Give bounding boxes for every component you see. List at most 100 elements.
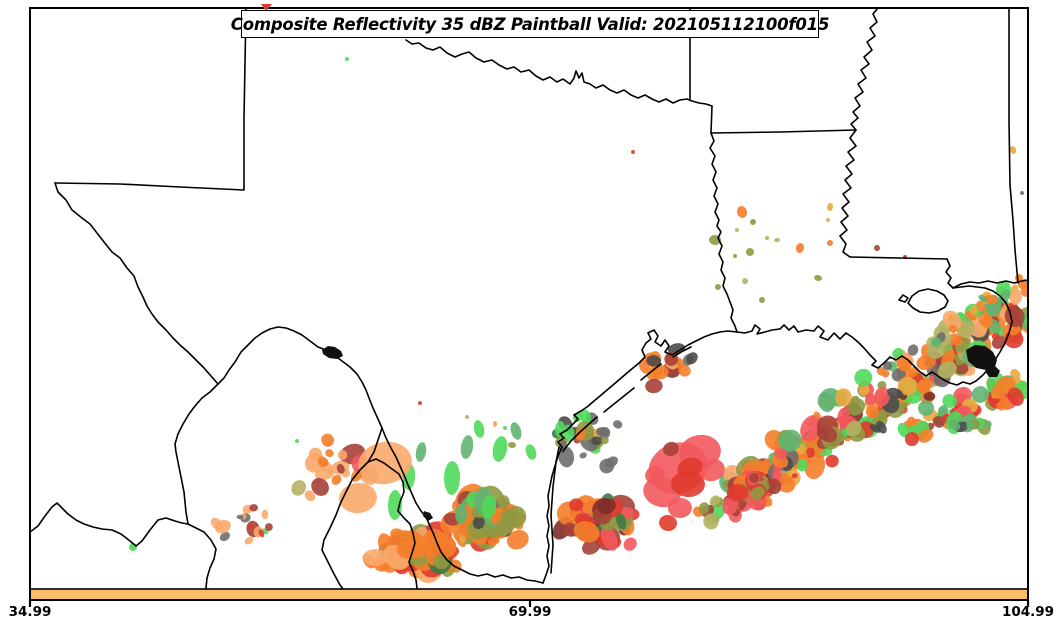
paintball-blob (698, 502, 710, 515)
paintball-blob (645, 465, 665, 485)
paintball-blob (733, 254, 737, 258)
paintball-blob (505, 506, 527, 528)
paintball-blob (487, 536, 500, 546)
paintball-blob (597, 498, 616, 515)
paintball-blob (897, 376, 918, 396)
red-river-texas-oklahoma (405, 39, 713, 107)
paintball-blob (865, 405, 879, 419)
paintball-blob (339, 482, 377, 514)
paintball-blob (460, 435, 474, 459)
paintball-blob (887, 387, 903, 399)
paintball-blob (735, 228, 739, 232)
paintball-blob (916, 354, 936, 371)
paintball-blob (686, 352, 698, 365)
paintball-blob (948, 324, 958, 334)
paintball-blob (825, 454, 839, 468)
paintball-blob (709, 495, 721, 507)
paintball-blob (826, 203, 834, 211)
paintball-blob (766, 478, 782, 495)
paintball-blob (846, 398, 866, 416)
paintball-blob (591, 436, 603, 446)
paintball-blob (331, 474, 342, 485)
paintball-blob (826, 218, 830, 222)
paintball-blob (304, 490, 316, 502)
paintball-blob (646, 355, 662, 367)
paintball-blob (722, 496, 739, 515)
paintball-blob (261, 509, 269, 520)
matagorda-peninsula (603, 387, 635, 413)
paintball-blob (623, 537, 637, 551)
border-arkansas-louisiana (710, 129, 857, 134)
paintball-blob (746, 248, 754, 256)
paintball-blob (1000, 289, 1012, 301)
paintball-blob (506, 529, 529, 550)
paintball-blob (750, 486, 765, 500)
paintball-blob (909, 366, 918, 378)
paintball-blob (948, 333, 963, 346)
paintball-blob (668, 497, 692, 519)
border-new-mexico-texas (54, 8, 247, 191)
paintball-blob (814, 274, 822, 282)
x-tick-label: 69.99 (508, 604, 552, 620)
paintball-blob (897, 422, 910, 438)
paintball-blob (336, 463, 345, 474)
x-tick-label: 104.99 (1001, 604, 1055, 620)
mexico-state-border-nuevo-leon-west (321, 427, 383, 590)
border-louisiana-mississippi (849, 256, 948, 260)
lake-pontchartrain-outline (907, 288, 949, 314)
mississippi-river (839, 8, 879, 258)
paintball-blob (575, 427, 587, 441)
paintball-blob (569, 498, 584, 512)
paintball-blob (971, 386, 989, 403)
paintball-blob (900, 402, 909, 409)
paintball-blob (759, 297, 765, 303)
paintball-blob (991, 384, 1007, 400)
paintball-blob (595, 427, 610, 437)
paintball-blob (492, 436, 508, 462)
paintball-blob (396, 540, 418, 559)
border-mississippi-alabama (1008, 8, 1019, 284)
paintball-blob (659, 514, 677, 532)
paintball-blob (472, 516, 485, 530)
paintball-blob (837, 407, 850, 424)
paintball-blob (765, 236, 769, 240)
paintball-blob (415, 442, 427, 462)
paintball-blob (362, 549, 389, 566)
paintball-blob (715, 284, 721, 290)
paintball-blob (579, 452, 587, 459)
paintball-blob (904, 432, 919, 447)
paintball-blob (325, 449, 334, 458)
paintball-blob (337, 450, 348, 461)
paintball-blob (295, 439, 299, 443)
paintball-blob (563, 424, 575, 443)
paintball-blob (874, 245, 880, 251)
paintball-blob (508, 441, 516, 449)
paintball-blob (580, 409, 592, 424)
paintball-blob (797, 458, 808, 472)
plot-frame (29, 7, 1029, 601)
paintball-blob (966, 421, 975, 430)
title-box: Composite Reflectivity 35 dBZ Paintball … (231, 10, 829, 38)
paintball-blob (1020, 191, 1024, 195)
paintball-blob (942, 394, 958, 408)
paintball-blob-layer (129, 29, 1028, 583)
paintball-blob (749, 472, 760, 484)
paintball-blob (865, 393, 877, 406)
paintball-blob (418, 401, 422, 405)
mississippi-delta-shape (966, 345, 997, 370)
x-axis-tickmarks (28, 600, 1030, 607)
paintball-blob (321, 433, 334, 447)
mississippi-delta-shape-2 (985, 366, 1000, 377)
lake-maurepas-outline (898, 294, 909, 303)
mexico-state-border-west (30, 502, 189, 547)
gulf-coastline (542, 279, 1028, 584)
paintball-blob (1009, 146, 1017, 154)
paintball-blob (937, 361, 957, 379)
paintball-blob (678, 364, 691, 377)
paintball-blob (671, 470, 705, 498)
paintball-blob (978, 294, 987, 303)
paintball-blob (503, 426, 507, 430)
paintball-blob (646, 365, 663, 381)
rio-grande-river (54, 182, 544, 584)
